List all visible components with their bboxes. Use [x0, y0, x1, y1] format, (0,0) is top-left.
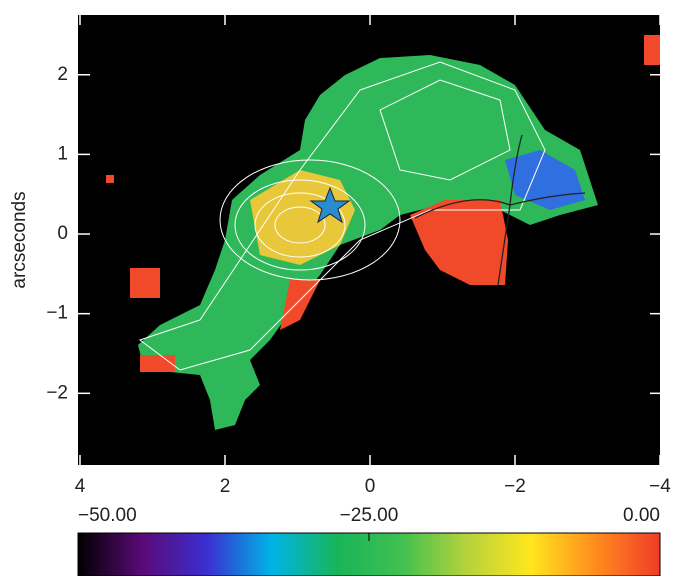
x-tick-label: 4 — [75, 476, 86, 497]
red-patch — [106, 175, 114, 183]
star-marker — [309, 186, 351, 224]
y-tick-label: −1 — [46, 303, 68, 324]
y-axis-label: arcseconds — [9, 191, 30, 288]
red-patch — [130, 268, 160, 298]
x-tick-label: 2 — [220, 476, 231, 497]
red-patch — [644, 35, 660, 65]
colorbar-tick-label: −25.00 — [340, 505, 399, 526]
x-tick-label: −4 — [649, 476, 671, 497]
red-region — [410, 200, 508, 285]
arrows — [414, 134, 586, 286]
y-tick-label: −2 — [46, 382, 68, 403]
y-tick-label: 2 — [57, 64, 68, 85]
emission-region — [138, 55, 598, 430]
x-tick-label: 0 — [365, 476, 376, 497]
y-tick-label: 1 — [57, 143, 68, 164]
colorbar-tick-label: 0.00 — [623, 505, 660, 526]
red-patch — [280, 280, 320, 330]
red-patch — [140, 355, 175, 372]
colorbar-tick-label: −50.00 — [78, 505, 137, 526]
y-tick-label: 0 — [57, 223, 68, 244]
velocity-map — [106, 35, 660, 430]
x-tick-label: −2 — [504, 476, 526, 497]
contours — [138, 61, 546, 371]
